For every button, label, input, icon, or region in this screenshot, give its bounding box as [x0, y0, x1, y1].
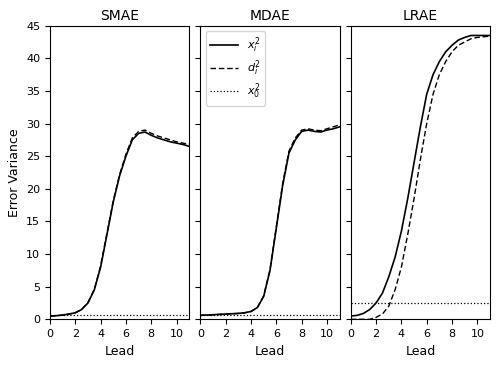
Title: MDAE: MDAE [250, 9, 290, 23]
Title: LRAE: LRAE [403, 9, 438, 23]
X-axis label: Lead: Lead [406, 345, 436, 357]
X-axis label: Lead: Lead [255, 345, 285, 357]
Legend: $x_i^2$, $d_i^2$, $x_0^2$: $x_i^2$, $d_i^2$, $x_0^2$ [206, 31, 266, 106]
X-axis label: Lead: Lead [104, 345, 134, 357]
Title: SMAE: SMAE [100, 9, 139, 23]
Y-axis label: Error Variance: Error Variance [8, 128, 20, 217]
